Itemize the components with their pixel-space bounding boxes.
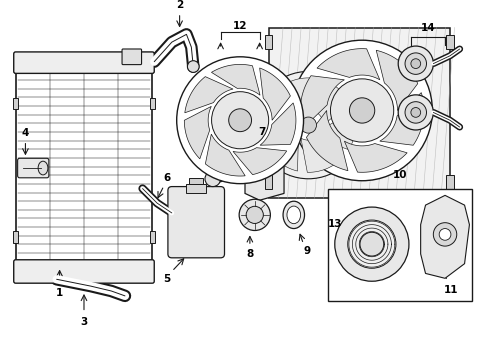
Circle shape	[405, 53, 426, 75]
Bar	[446, 175, 454, 189]
Polygon shape	[380, 93, 424, 145]
FancyBboxPatch shape	[122, 49, 142, 64]
Text: 8: 8	[246, 249, 253, 259]
FancyBboxPatch shape	[14, 260, 154, 283]
Polygon shape	[233, 148, 287, 175]
Circle shape	[405, 102, 426, 123]
Text: 6: 6	[163, 173, 171, 183]
Circle shape	[398, 95, 433, 130]
Text: 12: 12	[233, 21, 247, 31]
Polygon shape	[306, 111, 348, 171]
Polygon shape	[267, 125, 298, 171]
Ellipse shape	[38, 161, 48, 175]
Polygon shape	[261, 100, 301, 139]
Text: 11: 11	[443, 285, 458, 295]
Polygon shape	[318, 79, 350, 125]
Ellipse shape	[287, 206, 301, 224]
Bar	[270, 27, 450, 198]
Circle shape	[212, 92, 269, 149]
Text: 2: 2	[176, 0, 183, 10]
Circle shape	[177, 57, 303, 184]
Polygon shape	[376, 50, 418, 111]
Text: 13: 13	[327, 219, 342, 229]
Circle shape	[335, 207, 409, 281]
FancyBboxPatch shape	[168, 186, 224, 258]
Circle shape	[349, 98, 375, 123]
Polygon shape	[316, 112, 356, 150]
Circle shape	[330, 79, 394, 142]
Circle shape	[398, 46, 433, 81]
Circle shape	[433, 223, 457, 246]
Bar	[150, 98, 155, 109]
Text: 14: 14	[421, 23, 436, 32]
Polygon shape	[420, 195, 469, 278]
Polygon shape	[344, 141, 407, 172]
Circle shape	[411, 59, 420, 68]
Bar	[265, 35, 272, 49]
Ellipse shape	[283, 201, 304, 229]
Circle shape	[439, 229, 451, 240]
Circle shape	[255, 71, 362, 179]
Bar	[150, 231, 155, 243]
Circle shape	[246, 206, 263, 224]
Polygon shape	[205, 134, 245, 176]
Circle shape	[292, 40, 432, 181]
Circle shape	[205, 171, 220, 186]
Polygon shape	[260, 103, 296, 145]
Text: 3: 3	[80, 317, 88, 327]
Polygon shape	[317, 49, 380, 80]
Text: 1: 1	[56, 288, 63, 298]
Polygon shape	[301, 138, 343, 172]
FancyBboxPatch shape	[18, 158, 49, 178]
Circle shape	[300, 117, 317, 133]
Bar	[446, 35, 454, 49]
Text: 4: 4	[22, 128, 29, 138]
Polygon shape	[211, 64, 260, 95]
Polygon shape	[274, 78, 316, 112]
Polygon shape	[300, 76, 344, 128]
Circle shape	[239, 199, 270, 230]
Circle shape	[229, 109, 251, 132]
Circle shape	[348, 220, 396, 268]
Bar	[189, 178, 203, 184]
Polygon shape	[260, 68, 291, 120]
Text: 10: 10	[393, 170, 407, 180]
Text: 5: 5	[163, 274, 171, 284]
Circle shape	[360, 232, 384, 256]
Circle shape	[411, 108, 420, 117]
FancyBboxPatch shape	[14, 52, 154, 73]
Bar	[16, 71, 152, 262]
Bar	[265, 175, 272, 189]
Text: 9: 9	[304, 246, 311, 256]
Polygon shape	[185, 77, 233, 113]
Bar	[13, 231, 18, 243]
Bar	[13, 98, 18, 109]
Bar	[187, 184, 206, 193]
Polygon shape	[245, 157, 284, 200]
Polygon shape	[184, 106, 211, 159]
Bar	[328, 189, 472, 301]
Text: 7: 7	[258, 127, 265, 137]
Circle shape	[188, 61, 199, 72]
